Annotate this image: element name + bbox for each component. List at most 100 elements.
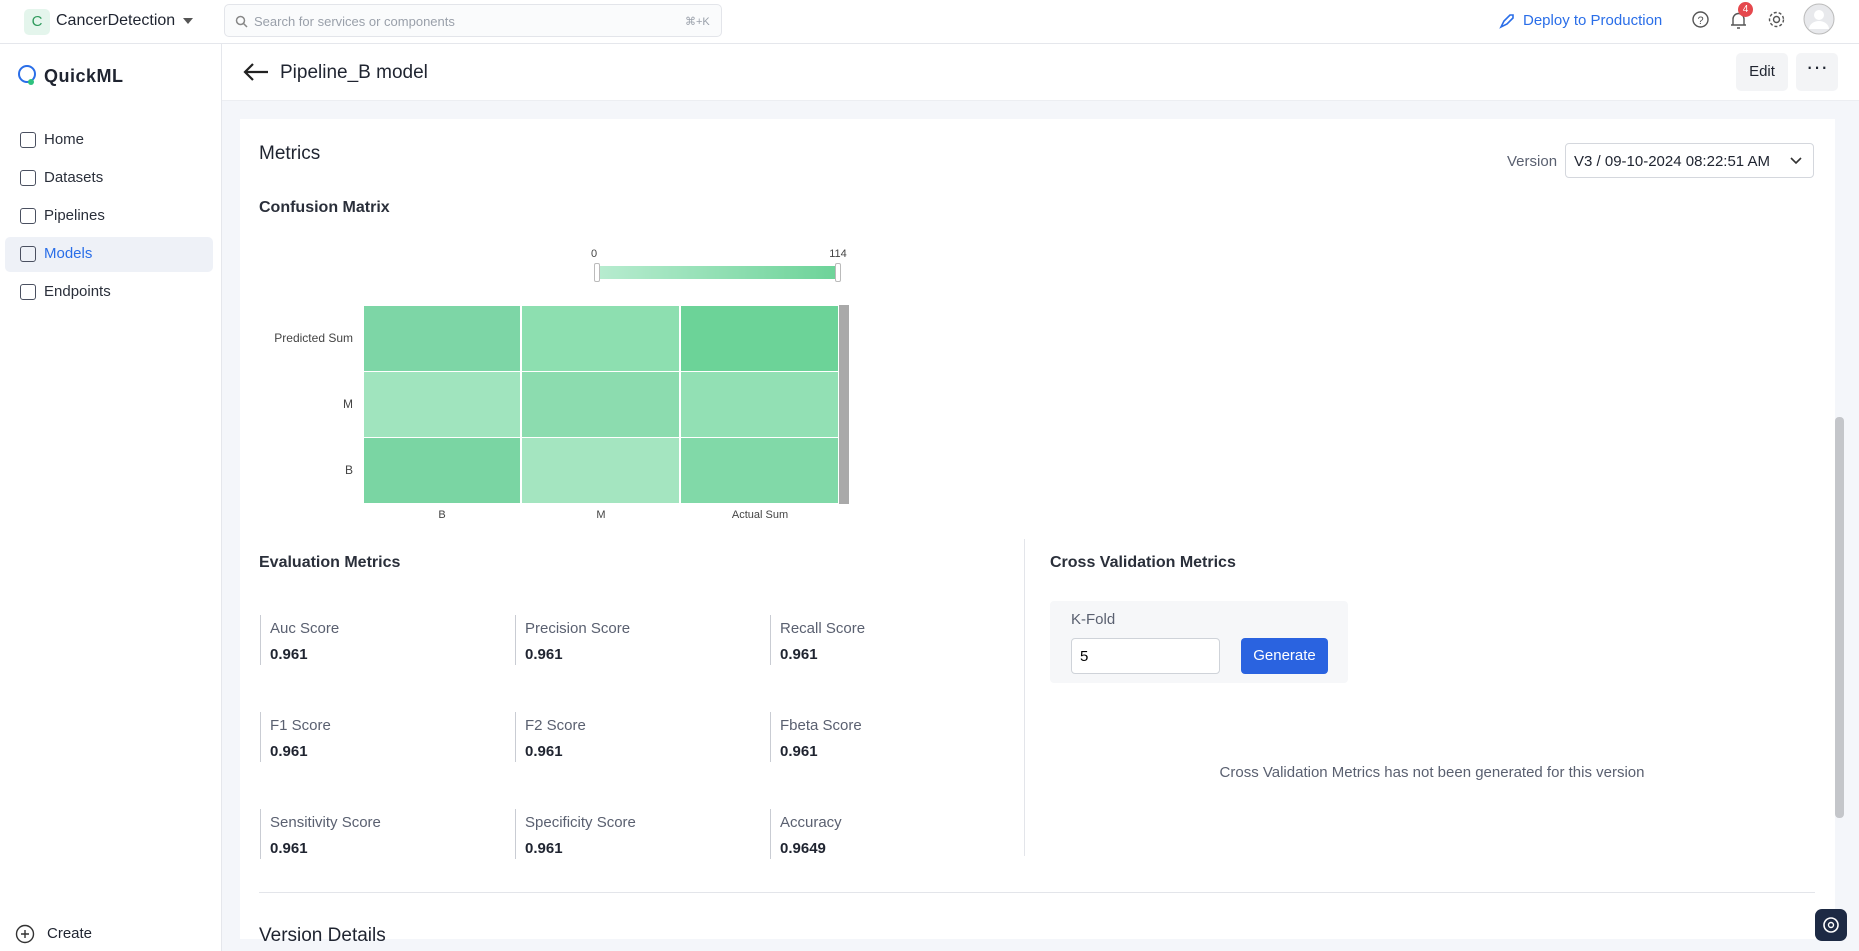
nav-icon: [20, 246, 36, 262]
settings-icon[interactable]: [1767, 10, 1786, 29]
heatmap-cell: [363, 371, 521, 438]
separator: [259, 892, 1815, 893]
heatmap-cell: [680, 437, 839, 504]
nav-item[interactable]: Home: [44, 131, 85, 148]
org-caret[interactable]: [182, 16, 194, 26]
nav-icon: [20, 208, 36, 224]
row-label: B: [344, 463, 353, 477]
metric-item: Recall Score 0.961: [770, 615, 1000, 667]
metric-bar: [770, 809, 771, 859]
metric-bar: [515, 809, 516, 859]
kfold-label: K-Fold: [1071, 611, 1116, 628]
chat-button[interactable]: [1815, 909, 1847, 941]
deploy-icon[interactable]: [1498, 12, 1516, 30]
create-button[interactable]: Create: [47, 925, 93, 942]
more-button[interactable]: ···: [1796, 53, 1838, 91]
metrics-title: Metrics: [259, 143, 321, 164]
heatmap-cell: [363, 437, 521, 504]
metric-value: 0.961: [270, 646, 308, 663]
page-title: Pipeline_B model: [280, 62, 428, 83]
nav-item[interactable]: Endpoints: [44, 283, 111, 300]
search-box[interactable]: Search for services or components ⌘+K: [224, 4, 722, 37]
metric-label: Recall Score: [780, 620, 866, 637]
metric-bar: [260, 615, 261, 665]
metric-item: Fbeta Score 0.961: [770, 712, 1000, 764]
select-caret: [1790, 157, 1802, 165]
page-scrollbar[interactable]: [1835, 417, 1844, 818]
edit-button[interactable]: Edit: [1736, 53, 1788, 91]
metrics-card: Metrics Version V3 / 09-10-2024 08:22:51…: [240, 119, 1835, 946]
metric-value: 0.961: [525, 840, 563, 857]
scale-handle-min[interactable]: [594, 263, 600, 282]
generate-button[interactable]: Generate: [1241, 638, 1328, 674]
metric-label: Auc Score: [270, 620, 340, 637]
heatmap: [363, 305, 849, 504]
metric-label: Precision Score: [525, 620, 631, 637]
row-label: M: [343, 397, 353, 411]
page-header: Pipeline_B model Edit ···: [222, 44, 1859, 101]
nav-item[interactable]: Pipelines: [44, 207, 105, 224]
metric-item: Auc Score 0.961: [260, 615, 490, 667]
sidebar: QuickML Home Datasets Pipelines Models Endpo…: [0, 44, 222, 951]
version-select[interactable]: V3 / 09-10-2024 08:22:51 AM: [1565, 143, 1814, 178]
nav-icon: [20, 284, 36, 300]
help-icon[interactable]: ?: [1691, 10, 1710, 29]
deploy-button[interactable]: Deploy to Production: [1523, 12, 1663, 29]
search-shortcut: ⌘+K: [685, 16, 710, 28]
metric-item: Specificity Score 0.961: [515, 809, 745, 861]
search-icon: [235, 15, 248, 28]
column-label: B: [438, 509, 446, 521]
metric-label: F2 Score: [525, 717, 586, 734]
notification-count: 4: [1738, 2, 1753, 17]
confusion-title: Confusion Matrix: [259, 199, 390, 216]
create-icon[interactable]: [15, 924, 35, 944]
heatmap-scrollbar: [839, 305, 849, 504]
nav-icon: [20, 170, 36, 186]
cv-title: Cross Validation Metrics: [1050, 554, 1236, 571]
metric-label: Accuracy: [780, 814, 842, 831]
heatmap-cell: [521, 371, 680, 438]
metric-item: F1 Score 0.961: [260, 712, 490, 764]
color-scale: [596, 266, 839, 279]
metric-value: 0.961: [525, 646, 563, 663]
heatmap-cell: [680, 371, 839, 438]
column-label: Actual Sum: [731, 509, 789, 521]
kfold-input[interactable]: [1071, 638, 1220, 674]
version-value: V3 / 09-10-2024 08:22:51 AM: [1574, 153, 1770, 170]
metric-bar: [770, 615, 771, 665]
org-name[interactable]: CancerDetection: [56, 12, 176, 29]
metric-item: Accuracy 0.9649: [770, 809, 1000, 861]
metric-label: Sensitivity Score: [270, 814, 381, 831]
metric-label: Specificity Score: [525, 814, 636, 831]
back-button[interactable]: [242, 62, 270, 82]
metric-value: 0.961: [525, 743, 563, 760]
metric-value: 0.961: [270, 743, 308, 760]
scale-max: 114: [829, 248, 847, 260]
metric-value: 0.961: [780, 646, 818, 663]
cv-empty-message: Cross Validation Metrics has not been ge…: [1219, 764, 1645, 781]
kfold-panel: K-Fold Generate: [1050, 601, 1348, 683]
version-details-title: Version Details: [259, 925, 386, 946]
version-label: Version: [1507, 153, 1558, 170]
avatar[interactable]: [1803, 3, 1835, 35]
section-divider: [1024, 539, 1025, 856]
scale-handle-max[interactable]: [835, 263, 841, 282]
metric-bar: [515, 615, 516, 665]
nav-item[interactable]: Models: [44, 245, 93, 262]
metric-label: Fbeta Score: [780, 717, 862, 734]
nav-active-bg: [5, 237, 213, 272]
metric-value: 0.961: [780, 743, 818, 760]
metric-value: 0.961: [270, 840, 308, 857]
brand-logo: [18, 65, 36, 85]
scale-min: 0: [590, 248, 598, 260]
heatmap-cell: [521, 305, 680, 372]
metric-item: Precision Score 0.961: [515, 615, 745, 667]
nav-item[interactable]: Datasets: [44, 169, 104, 186]
org-badge[interactable]: C: [24, 9, 50, 35]
heatmap-cell: [680, 305, 839, 372]
metric-item: Sensitivity Score 0.961: [260, 809, 490, 861]
top-bar: C CancerDetection Search for services or…: [0, 0, 1859, 44]
nav-icon: [20, 132, 36, 148]
evaluation-title: Evaluation Metrics: [259, 554, 401, 571]
